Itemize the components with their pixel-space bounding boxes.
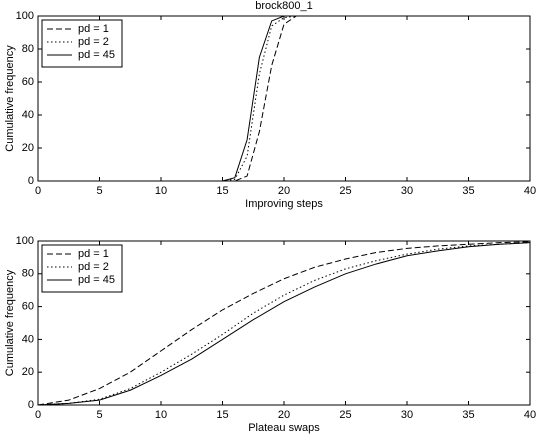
x-tick-label: 0 — [35, 185, 41, 197]
x-tick-label: 30 — [401, 409, 413, 421]
y-tick-label: 100 — [16, 235, 34, 247]
legend-label: pd = 2 — [78, 36, 109, 48]
y-tick-label: 40 — [22, 333, 34, 345]
y-tick-label: 20 — [22, 142, 34, 154]
x-tick-label: 0 — [35, 409, 41, 421]
y-tick-label: 60 — [22, 301, 34, 313]
y-tick-label: 80 — [22, 43, 34, 55]
y-tick-label: 0 — [28, 175, 34, 187]
y-tick-label: 40 — [22, 109, 34, 121]
data-line — [38, 15, 530, 182]
chart-title: brock800_1 — [255, 0, 313, 12]
legend-label: pd = 45 — [78, 274, 115, 286]
x-tick-label: 10 — [155, 185, 167, 197]
x-tick-label: 35 — [462, 185, 474, 197]
x-tick-label: 20 — [278, 409, 290, 421]
legend-label: pd = 45 — [78, 49, 115, 61]
y-tick-label: 0 — [28, 399, 34, 411]
x-tick-label: 35 — [462, 409, 474, 421]
legend-label: pd = 1 — [78, 23, 109, 35]
y-tick-label: 80 — [22, 268, 34, 280]
x-tick-label: 30 — [401, 185, 413, 197]
data-line — [37, 241, 531, 406]
y-axis-label: Cumulative frequency — [4, 45, 16, 152]
x-axis-label: Improving steps — [245, 198, 323, 210]
legend-label: pd = 2 — [78, 261, 109, 273]
y-axis-label: Cumulative frequency — [4, 269, 16, 376]
y-tick-label: 100 — [16, 10, 34, 22]
x-tick-label: 10 — [155, 409, 167, 421]
x-tick-label: 20 — [278, 185, 290, 197]
data-line — [38, 15, 530, 182]
legend-box — [41, 19, 123, 68]
data-line — [38, 15, 530, 182]
x-tick-label: 5 — [96, 409, 102, 421]
x-tick-label: 40 — [524, 409, 536, 421]
x-axis-label: Plateau swaps — [248, 422, 320, 434]
x-tick-label: 15 — [216, 185, 228, 197]
x-tick-label: 25 — [339, 185, 351, 197]
x-tick-label: 5 — [96, 185, 102, 197]
x-tick-label: 25 — [339, 409, 351, 421]
x-tick-label: 40 — [524, 185, 536, 197]
y-tick-label: 20 — [22, 366, 34, 378]
legend-box — [41, 244, 123, 293]
legend-label: pd = 1 — [78, 248, 109, 260]
data-line — [37, 242, 531, 406]
x-tick-label: 15 — [216, 409, 228, 421]
y-tick-label: 60 — [22, 76, 34, 88]
